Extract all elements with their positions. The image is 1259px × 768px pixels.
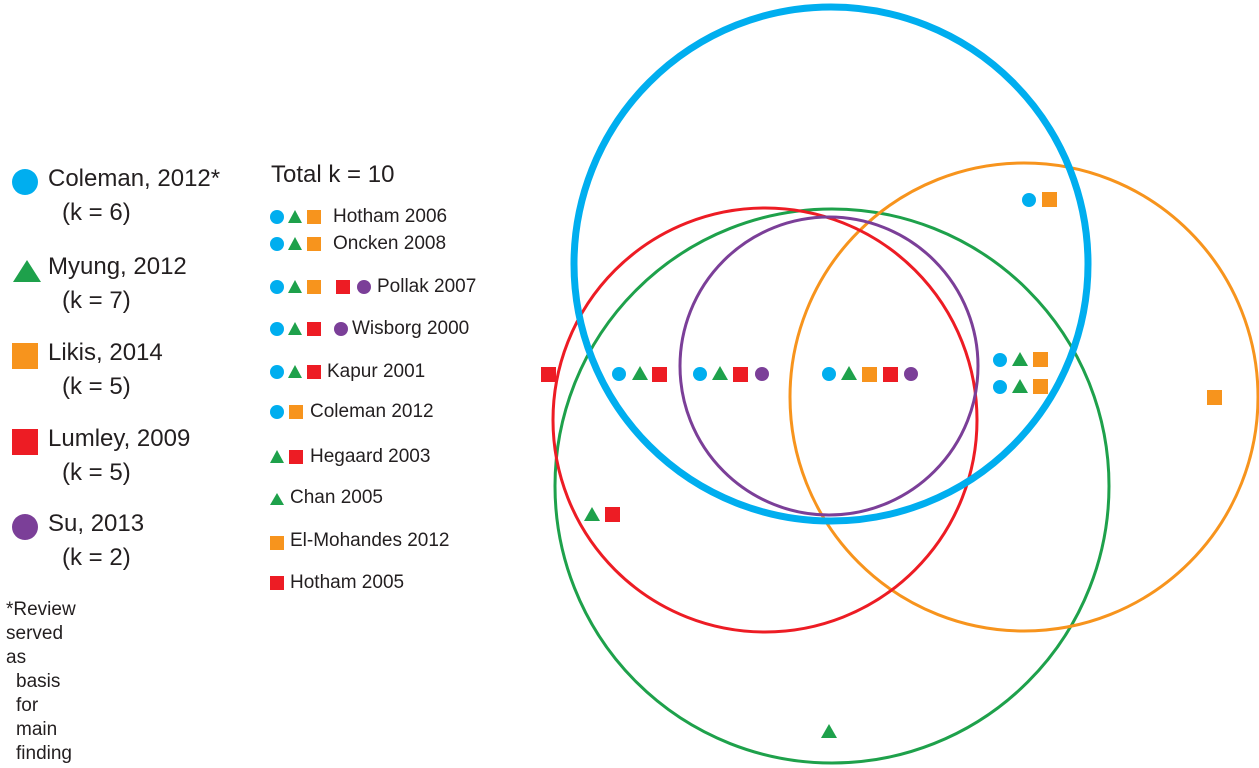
study-marks (270, 450, 303, 464)
study-marks (270, 536, 284, 550)
venn-circle-myung (553, 207, 1111, 765)
blue-circle-mark (822, 367, 836, 381)
blue-circle-mark (993, 380, 1007, 394)
study-marks (270, 576, 284, 590)
red-square-mark (605, 507, 620, 522)
legend-item-myung: Myung, 2012 (k = 7) (12, 253, 252, 319)
legend-review-k: (k = 6) (62, 199, 131, 226)
study-label: Kapur 2001 (327, 361, 426, 382)
venn-circle-su (678, 215, 980, 517)
legend-review-name: Likis, 2014 (48, 339, 163, 366)
green-triangle-mark (1012, 379, 1028, 393)
green-triangle-mark (712, 366, 728, 380)
purple-circle-icon (12, 514, 38, 540)
study-label: Chan 2005 (290, 487, 383, 508)
footnote-line-1: *Review served as (6, 599, 76, 668)
venn-circle-lumley (551, 206, 979, 634)
study-label: El-Mohandes 2012 (290, 530, 450, 551)
total-label: Total k = 10 (271, 161, 395, 188)
venn-circle-coleman (570, 3, 1092, 525)
red-square-mark (733, 367, 748, 382)
study-marks (270, 322, 348, 336)
blue-circle-mark (612, 367, 626, 381)
blue-circle-mark (693, 367, 707, 381)
legend-review-name: Myung, 2012 (48, 253, 187, 280)
orange-square-mark (862, 367, 877, 382)
study-label: Hotham 2005 (290, 572, 405, 593)
study-label: Pollak 2007 (377, 276, 477, 297)
study-marks (270, 237, 321, 251)
blue-circle-mark (993, 353, 1007, 367)
study-label: Hotham 2006 (333, 206, 448, 227)
orange-square-mark (1042, 192, 1057, 207)
blue-circle-mark (1022, 193, 1036, 207)
red-square-mark (652, 367, 667, 382)
green-triangle-mark (632, 366, 648, 380)
footnote-line-2: basis for main finding (16, 671, 72, 764)
green-triangle-mark (841, 366, 857, 380)
blue-circle-icon (12, 169, 38, 195)
study-label: Hegaard 2003 (310, 446, 431, 467)
region-marks (541, 192, 1222, 738)
green-triangle-icon (13, 260, 41, 282)
red-square-mark (541, 367, 556, 382)
legend-item-coleman: Coleman, 2012* (k = 6) (12, 165, 252, 231)
legend-review-name: Coleman, 2012* (48, 165, 221, 192)
orange-square-mark (1033, 379, 1048, 394)
legend-review-k: (k = 2) (62, 544, 131, 571)
legend-review-k: (k = 5) (62, 373, 131, 400)
legend-review-k: (k = 5) (62, 459, 131, 486)
study-marks (270, 280, 371, 294)
legend-item-su: Su, 2013 (k = 2) (12, 510, 252, 576)
study-marks (270, 365, 321, 379)
red-square-mark (883, 367, 898, 382)
orange-square-icon (12, 343, 38, 369)
orange-square-mark (1207, 390, 1222, 405)
legend-review-name: Lumley, 2009 (48, 425, 191, 452)
green-triangle-mark (584, 507, 600, 521)
legend-item-lumley: Lumley, 2009 (k = 5) (12, 425, 252, 491)
green-triangle-mark (1012, 352, 1028, 366)
study-marks (270, 493, 284, 505)
study-label: Wisborg 2000 (352, 318, 470, 339)
legend-review-k: (k = 7) (62, 287, 131, 314)
venn-circle-likis (788, 161, 1259, 633)
study-label: Oncken 2008 (333, 233, 447, 254)
purple-circle-mark (755, 367, 769, 381)
study-marks (270, 210, 321, 224)
green-triangle-mark (821, 724, 837, 738)
legend-review-name: Su, 2013 (48, 510, 145, 537)
study-label: Coleman 2012 (310, 401, 434, 422)
study-marks (270, 405, 303, 419)
red-square-icon (12, 429, 38, 455)
purple-circle-mark (904, 367, 918, 381)
orange-square-mark (1033, 352, 1048, 367)
legend-item-likis: Likis, 2014 (k = 5) (12, 339, 252, 405)
footnote: *Review served as basis for main finding (6, 598, 76, 766)
